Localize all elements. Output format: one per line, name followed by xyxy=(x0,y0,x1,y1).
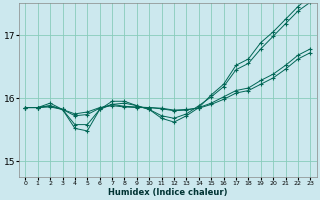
X-axis label: Humidex (Indice chaleur): Humidex (Indice chaleur) xyxy=(108,188,228,197)
